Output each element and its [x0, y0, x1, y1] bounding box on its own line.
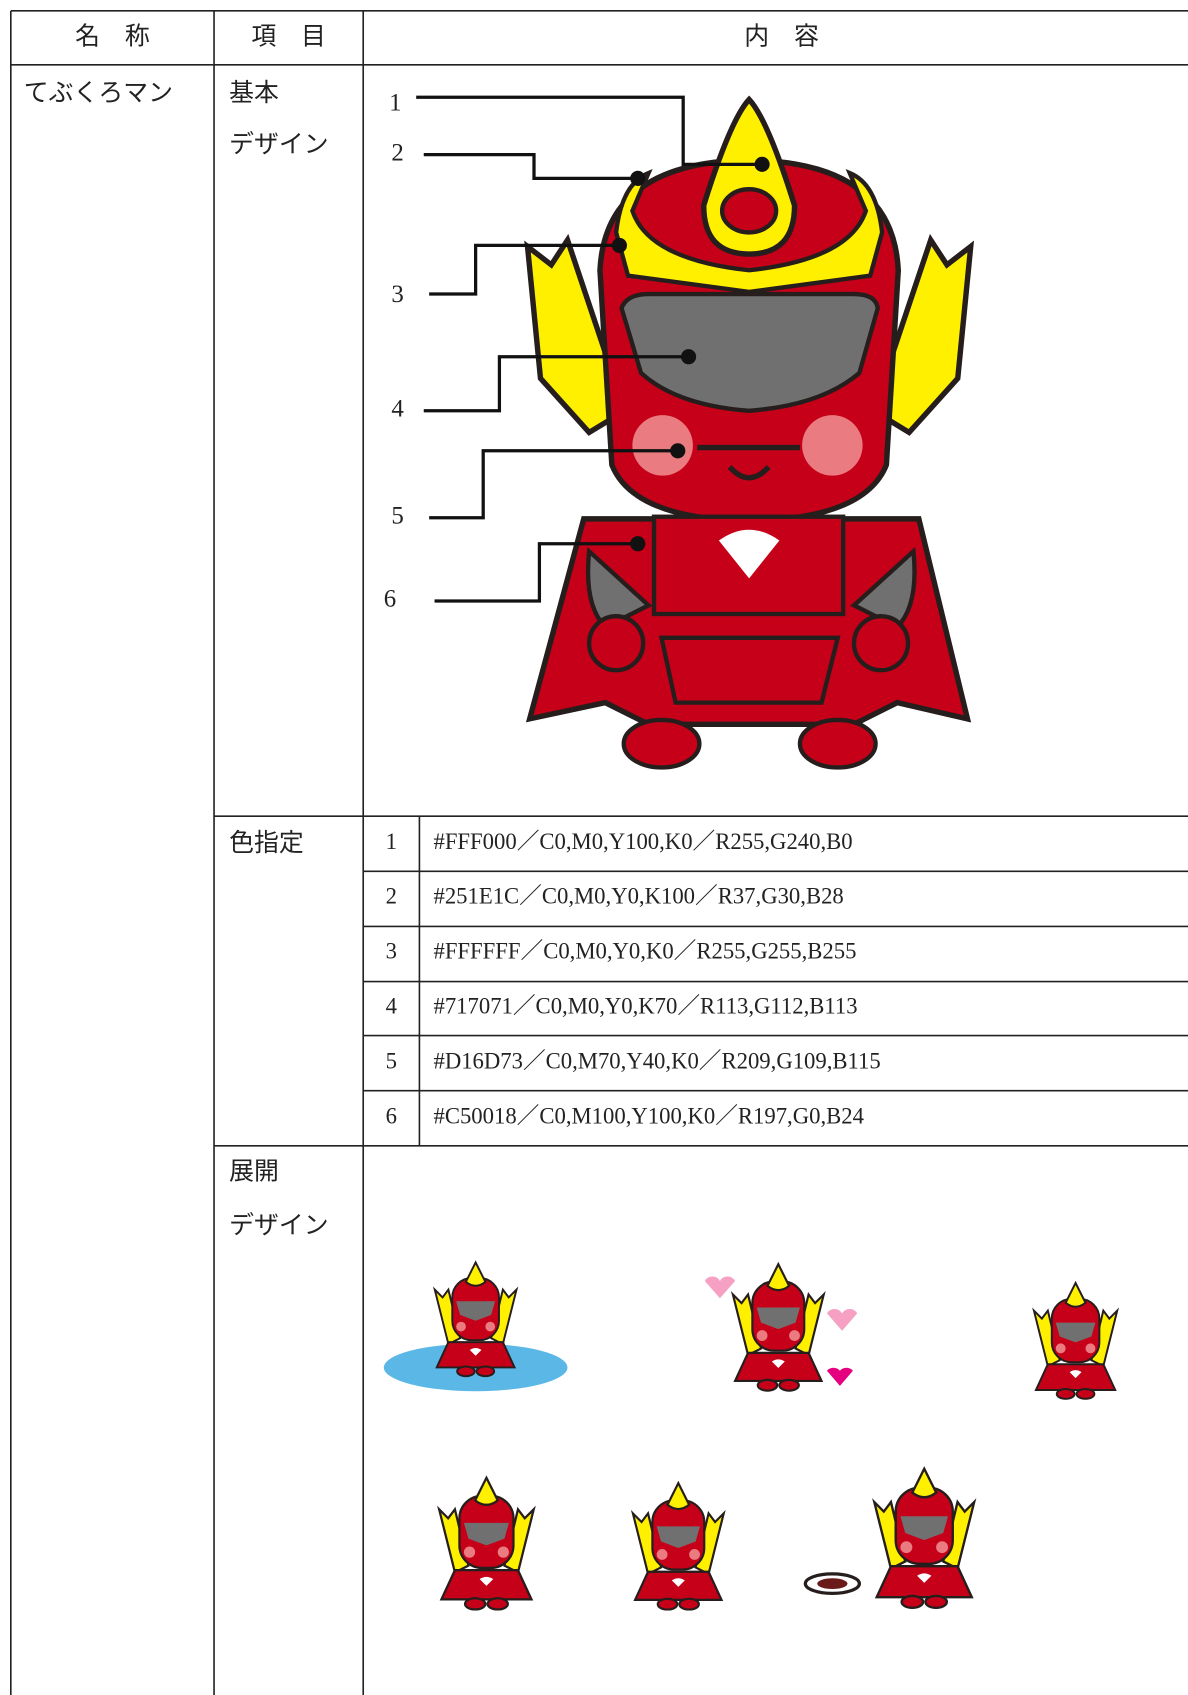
spec-text: #FFFFFF／C0,M0,Y0,K0／R255,G255,B255: [433, 939, 856, 964]
spec-number: 2: [386, 884, 397, 909]
spec-number: 1: [386, 829, 397, 854]
spec-text: #D16D73／C0,M70,Y40,K0／R209,G109,B115: [433, 1048, 880, 1073]
header-content: 内 容: [744, 23, 819, 51]
callout-number: 5: [391, 503, 403, 530]
color-spec-table: 1 #FFF000／C0,M0,Y100,K0／R255,G240,B0 2 #251…: [386, 829, 881, 1129]
character-name: てぶくろマン: [24, 80, 173, 107]
expanded-design-label: 展開: [229, 1159, 279, 1186]
callout-number: 2: [391, 139, 403, 166]
spec-number: 4: [386, 994, 397, 1019]
callout-number: 1: [389, 90, 401, 117]
color-spec-label: 色指定: [229, 829, 304, 857]
header-name: 名 称: [75, 23, 150, 51]
expanded-illustrations: [383, 1261, 1119, 1611]
spec-text: #C50018／C0,M100,Y100,K0／R197,G0,B24: [433, 1103, 863, 1128]
basic-design-label: デザイン: [229, 131, 328, 159]
spec-text: #251E1C／C0,M0,Y0,K100／R37,G30,B28: [433, 884, 843, 909]
expanded-design-label: デザイン: [229, 1212, 328, 1240]
spec-number: 5: [386, 1048, 397, 1073]
callout-lines: [416, 95, 770, 603]
callout-number: 6: [384, 586, 396, 613]
spec-number: 6: [386, 1103, 397, 1128]
callout-numbers: 1 2 3 4 5 6: [384, 90, 405, 613]
header-item: 項 目: [251, 24, 326, 51]
spec-text: #FFF000／C0,M0,Y100,K0／R255,G240,B0: [433, 829, 852, 854]
spec-number: 3: [386, 939, 397, 964]
character-illustration: [524, 95, 975, 770]
spec-text: #717071／C0,M0,Y0,K70／R113,G112,B113: [433, 994, 857, 1019]
callout-number: 3: [391, 281, 403, 308]
basic-design-label: 基本: [229, 79, 279, 107]
callout-number: 4: [391, 395, 404, 422]
table-grid: [9, 10, 1188, 1695]
